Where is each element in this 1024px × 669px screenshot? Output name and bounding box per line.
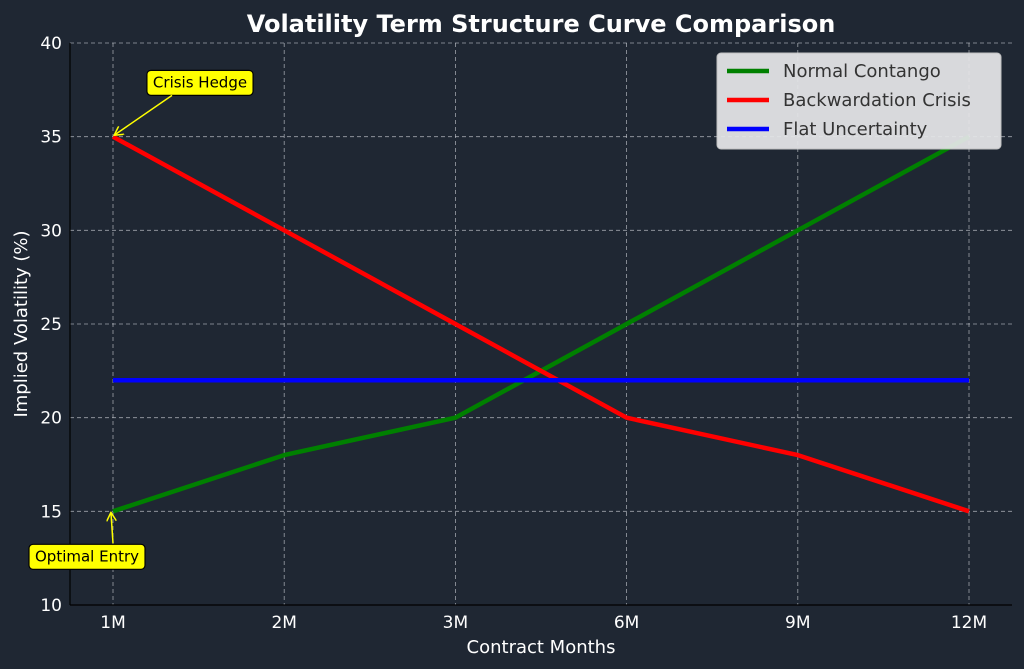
- annotation-arrow: [115, 94, 173, 134]
- y-tick-label: 25: [40, 315, 62, 335]
- annotation-box: [146, 69, 254, 96]
- series-line-backwardation-crisis: [111, 134, 970, 514]
- y-tick-label: 20: [40, 409, 62, 429]
- chart-title: Volatility Term Structure Curve Comparis…: [247, 10, 836, 38]
- annotation-text: Optimal Entry: [35, 547, 139, 565]
- y-tick-label: 40: [40, 34, 62, 54]
- y-tick-label: 35: [40, 128, 62, 148]
- legend-entry: Flat Uncertainty: [783, 119, 928, 140]
- x-tick-label: 12M: [951, 613, 987, 633]
- y-tick-label: 30: [40, 221, 62, 241]
- annotations: Crisis Hedge Optimal Entry: [28, 69, 254, 570]
- annotation-arrow: [111, 513, 113, 544]
- series-lines: [111, 134, 971, 514]
- x-axis-label: Contract Months: [467, 637, 616, 658]
- legend-box: [716, 52, 1002, 150]
- annotation: Optimal Entry: [28, 513, 146, 570]
- annotation: Crisis Hedge: [115, 69, 254, 134]
- legend-entry: Normal Contango: [783, 61, 941, 82]
- annotation-text: Crisis Hedge: [153, 73, 247, 91]
- legend-entry: Backwardation Crisis: [783, 90, 971, 111]
- y-tick-label: 10: [40, 596, 62, 616]
- y-axis-label: Implied Volatility (%): [11, 230, 32, 417]
- x-tick-label: 6M: [614, 613, 639, 633]
- x-tick-label: 9M: [785, 613, 810, 633]
- y-tick-label: 15: [40, 502, 62, 522]
- annotation-box: [28, 543, 146, 570]
- x-tick-label: 1M: [100, 613, 125, 633]
- legend: Normal Contango Backwardation Crisis Flat …: [716, 52, 1002, 150]
- x-tick-label: 2M: [271, 613, 296, 633]
- x-tick-label: 3M: [443, 613, 468, 633]
- axes: 10 15 20 25 30 35 40 1M 2M 3M 6M 9M 12M: [40, 34, 1012, 633]
